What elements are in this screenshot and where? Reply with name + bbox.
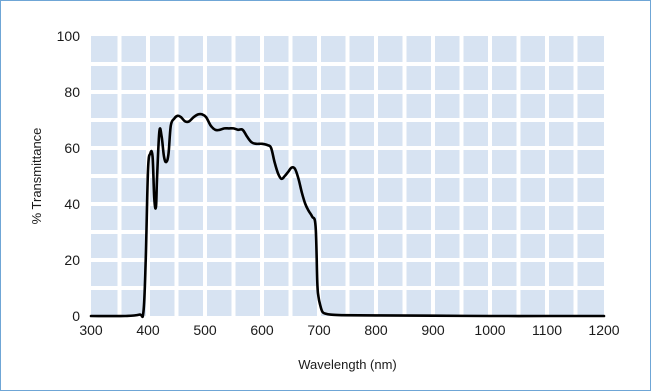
x-tick-label: 900 [421, 322, 445, 338]
y-tick-label: 60 [64, 140, 80, 156]
x-tick-label: 300 [79, 322, 103, 338]
transmittance-curve [89, 112, 606, 319]
x-tick-label: 1200 [588, 322, 619, 338]
x-axis-ticks: 300 400 500 600 700 800 900 1000 1100 1200 [79, 322, 619, 338]
grid-lines [91, 36, 604, 316]
x-tick-label: 700 [307, 322, 331, 338]
x-axis-label: Wavelength (nm) [298, 357, 397, 372]
y-tick-label: 0 [72, 308, 80, 324]
x-tick-label: 600 [250, 322, 274, 338]
x-tick-label: 500 [193, 322, 217, 338]
y-axis-ticks: 0 20 40 60 80 100 [57, 28, 81, 324]
y-tick-label: 100 [57, 28, 81, 44]
x-tick-label: 1000 [474, 322, 505, 338]
y-tick-label: 80 [64, 84, 80, 100]
y-axis-label: % Transmittance [29, 128, 44, 225]
y-tick-label: 40 [64, 196, 80, 212]
y-tick-label: 20 [64, 252, 80, 268]
x-tick-label: 1100 [532, 322, 562, 338]
x-tick-label: 800 [364, 322, 388, 338]
x-tick-label: 400 [136, 322, 160, 338]
